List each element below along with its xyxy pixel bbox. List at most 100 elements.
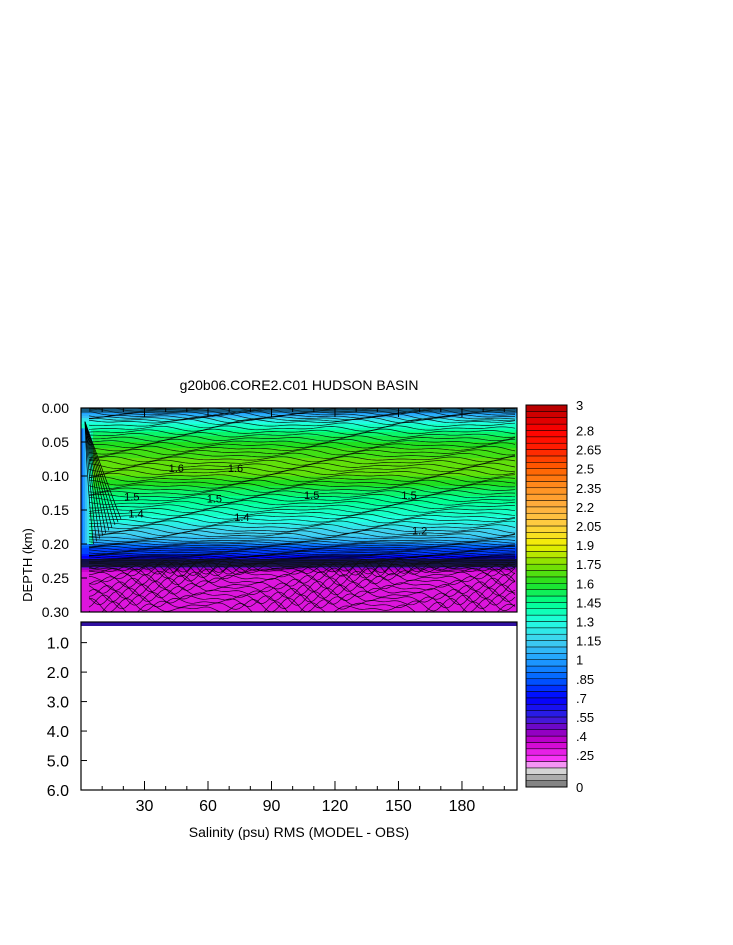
- heatmap-row: [81, 456, 517, 459]
- contour-line-edge: [84, 421, 113, 528]
- colorbar-swatch: [525, 653, 568, 660]
- colorbar-swatch: [525, 754, 568, 762]
- contour-line: [88, 551, 516, 555]
- lower-y-tick-label: 5.0: [47, 754, 69, 771]
- colorbar-swatch: [525, 551, 568, 559]
- contour-label: 1.5: [124, 491, 139, 503]
- colorbar-swatch: [525, 602, 568, 609]
- heatmap-row: [81, 490, 517, 493]
- x-tick-label: 120: [322, 798, 349, 815]
- contour-label: 1.5: [304, 490, 319, 502]
- contour-line-edge: [84, 421, 119, 523]
- heatmap-row: [81, 586, 517, 589]
- colorbar-swatch: [525, 742, 568, 750]
- contour-line: [88, 425, 516, 432]
- heatmap-row: [81, 498, 517, 501]
- heatmap-row: [81, 592, 517, 595]
- heatmap-row: [81, 514, 517, 517]
- heatmap-row: [81, 488, 517, 491]
- upper-y-axis: 0.00 0.05 0.10 0.15 0.20 0.25 0.30: [42, 400, 87, 620]
- contour-line: [88, 435, 516, 442]
- colorbar-swatch: [525, 417, 568, 425]
- colorbar-tick-label: .85: [576, 672, 594, 687]
- contour-label: 1.5: [207, 493, 222, 505]
- contour-line: [88, 479, 516, 486]
- heatmap-row: [81, 428, 517, 431]
- heatmap-row: [81, 418, 517, 421]
- colorbar-swatch: [525, 716, 568, 724]
- heatmap-row: [81, 440, 517, 443]
- contour-dense-band: [81, 558, 517, 568]
- contour-line: [88, 462, 516, 469]
- contour-line: [88, 545, 516, 549]
- heatmap-row: [81, 504, 517, 507]
- contour-line-edge: [84, 421, 100, 539]
- colorbar-tick-label: 2.2: [576, 500, 594, 515]
- contour-line: [88, 530, 516, 537]
- contour-line: [88, 486, 516, 493]
- colorbar-tick-label: 2.35: [576, 481, 601, 496]
- colorbar: [525, 404, 568, 788]
- colorbar-swatch: [525, 684, 568, 692]
- colorbar-swatch: [525, 589, 568, 597]
- heatmap-edge-cell: [83, 428, 85, 544]
- heatmap-row: [81, 600, 517, 603]
- contour-line: [88, 459, 516, 466]
- contour-line-edge: [84, 421, 103, 536]
- contour-line: [88, 584, 516, 599]
- heatmap-row: [81, 506, 517, 509]
- contour-label: 1.4: [128, 508, 143, 520]
- heatmap-row: [81, 420, 517, 423]
- upper-y-tick-label: 0.05: [42, 434, 69, 450]
- contour-label: 1.2: [412, 525, 427, 537]
- upper-y-tick-label: 0.30: [42, 604, 69, 620]
- colorbar-swatch: [525, 608, 568, 616]
- colorbar-tick-label: 2.8: [576, 423, 594, 438]
- heatmap-row: [81, 434, 517, 437]
- heatmap-edge-cell: [85, 428, 87, 544]
- colorbar-swatch: [525, 576, 568, 584]
- colorbar-swatch: [525, 640, 568, 648]
- heatmap-row: [81, 508, 517, 511]
- colorbar-swatch: [525, 627, 568, 635]
- x-tick-label: 60: [199, 798, 217, 815]
- heatmap-row: [81, 516, 517, 519]
- colorbar-labels: 3 2.8 2.65 2.5 2.35 2.2 2.05 1.9 1.75 1.6 1.45 1.3 1…: [576, 398, 601, 795]
- heatmap-row: [81, 524, 517, 527]
- colorbar-swatch: [525, 646, 568, 654]
- contour-line: [88, 483, 516, 490]
- lower-y-tick-label: 3.0: [47, 695, 69, 712]
- colorbar-tick-label: 0: [576, 780, 583, 795]
- lower-y-tick-label: 1.0: [47, 636, 69, 653]
- upper-y-tick-label: 0.15: [42, 502, 69, 518]
- colorbar-swatch: [525, 595, 568, 603]
- colorbar-swatch: [525, 436, 568, 444]
- colorbar-swatch: [525, 710, 568, 718]
- contour-line-edge: [84, 421, 116, 526]
- colorbar-tick-label: 1.75: [576, 557, 601, 572]
- contour-label: 1.5: [401, 490, 416, 502]
- heatmap-row: [81, 546, 517, 549]
- x-tick-label: 180: [449, 798, 476, 815]
- colorbar-swatch: [525, 748, 568, 756]
- colorbar-swatch: [525, 449, 568, 457]
- colorbar-swatch: [525, 493, 568, 501]
- contour-line: [88, 544, 516, 548]
- heatmap-row: [81, 454, 517, 457]
- colorbar-swatch: [525, 563, 568, 571]
- heatmap-row: [81, 582, 517, 585]
- contour-line: [88, 510, 516, 517]
- contour-line: [88, 506, 516, 513]
- colorbar-swatch: [525, 665, 568, 673]
- colorbar-swatch: [525, 774, 568, 781]
- colorbar-tick-label: 1.9: [576, 538, 594, 553]
- heatmap-row: [81, 532, 517, 535]
- heatmap-row: [81, 596, 517, 599]
- contour-line: [88, 601, 516, 612]
- heatmap-row: [81, 610, 517, 612]
- colorbar-tick-label: 1.6: [576, 576, 594, 591]
- chart-title: g20b06.CORE2.C01 HUDSON BASIN: [180, 377, 419, 393]
- heatmap-row: [81, 472, 517, 475]
- heatmap-row: [81, 460, 517, 463]
